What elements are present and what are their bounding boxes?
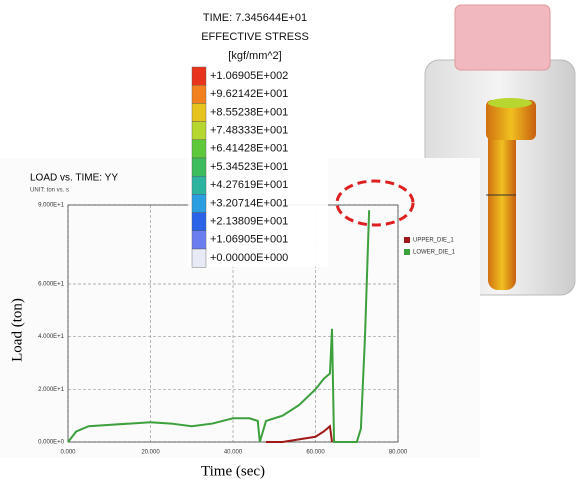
y-tick-label: 9.000E+1 bbox=[38, 203, 65, 209]
contour-label: +1.06905E+001 bbox=[210, 234, 288, 246]
contour-swatch bbox=[192, 176, 206, 194]
x-tick-label: 40.000 bbox=[224, 450, 243, 456]
screenshot: 0.000E+0 2.000E+1 4.000E+1 6.000E+1 9.000E+1… bbox=[0, 0, 583, 490]
legend-swatch bbox=[404, 237, 410, 243]
contour-label: +5.34523E+001 bbox=[210, 161, 288, 173]
y-tick-label: 6.000E+1 bbox=[38, 282, 65, 288]
contour-label: +2.13809E+001 bbox=[210, 216, 288, 228]
y-tick-label: 4.000E+1 bbox=[38, 334, 65, 340]
contour-label: +7.48333E+001 bbox=[210, 125, 288, 137]
contour-label: +0.00000E+000 bbox=[210, 252, 288, 264]
contour-time: TIME: 7.345644E+01 bbox=[203, 12, 307, 24]
y-axis-label: Load (ton) bbox=[9, 298, 25, 362]
x-tick-label: 80.000 bbox=[389, 450, 408, 456]
contour-unit: [kgf/mm^2] bbox=[228, 50, 281, 62]
contour-swatch bbox=[192, 194, 206, 212]
contour-quantity: EFFECTIVE STRESS bbox=[201, 31, 309, 43]
legend-swatch bbox=[404, 249, 410, 255]
contour-swatch bbox=[192, 158, 206, 176]
contour-swatch bbox=[192, 67, 206, 85]
chart-subtitle: UNIT: ton vs. s bbox=[30, 188, 69, 194]
x-tick-label: 20.000 bbox=[141, 450, 160, 456]
contour-label: +9.62142E+001 bbox=[210, 88, 288, 100]
y-tick-label: 2.000E+1 bbox=[38, 387, 65, 393]
contour-label: +8.55238E+001 bbox=[210, 106, 288, 118]
contour-label: +1.06905E+002 bbox=[210, 70, 288, 82]
y-tick-label: 0.000E+0 bbox=[38, 440, 65, 446]
contour-swatch bbox=[192, 231, 206, 249]
contour-swatch bbox=[192, 85, 206, 103]
x-axis-label: Time (sec) bbox=[201, 463, 265, 479]
contour-swatch bbox=[192, 103, 206, 121]
chart-title: LOAD vs. TIME: YY bbox=[30, 173, 118, 184]
contour-swatch bbox=[192, 122, 206, 140]
page: {"contour_legend": {"time": "TIME: 7.345… bbox=[0, 0, 583, 490]
contour-swatch bbox=[192, 249, 206, 267]
contour-label: +3.20714E+001 bbox=[210, 197, 288, 209]
legend-label: LOWER_DIE_1 bbox=[413, 250, 456, 256]
legend-label: UPPER_DIE_1 bbox=[413, 238, 454, 244]
contour-label: +4.27619E+001 bbox=[210, 179, 288, 191]
contour-swatch bbox=[192, 213, 206, 231]
contour-label: +6.41428E+001 bbox=[210, 143, 288, 155]
contour-swatch bbox=[192, 140, 206, 158]
x-tick-label: 0.000 bbox=[60, 450, 76, 456]
x-tick-label: 60.000 bbox=[306, 450, 325, 456]
